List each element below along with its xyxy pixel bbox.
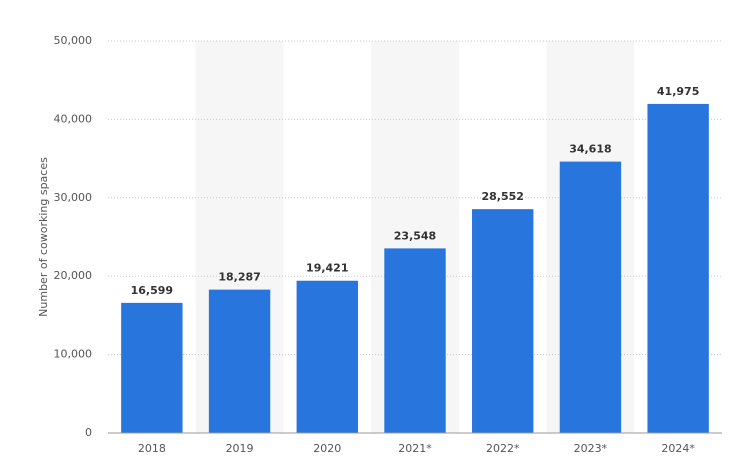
value-label: 28,552 bbox=[481, 190, 523, 203]
x-tick-label: 2019 bbox=[226, 442, 254, 455]
x-tick-label: 2023* bbox=[574, 442, 608, 455]
x-tick-label: 2021* bbox=[398, 442, 432, 455]
y-tick-label: 30,000 bbox=[54, 191, 93, 204]
y-axis-label: Number of coworking spaces bbox=[37, 157, 50, 317]
bar bbox=[559, 161, 622, 433]
x-tick-label: 2022* bbox=[486, 442, 520, 455]
value-label: 23,548 bbox=[394, 229, 436, 242]
bar bbox=[647, 103, 709, 433]
value-label: 18,287 bbox=[218, 271, 260, 284]
value-label: 19,421 bbox=[306, 262, 348, 275]
y-tick-label: 40,000 bbox=[54, 112, 93, 125]
x-tick-label: 2020 bbox=[313, 442, 341, 455]
x-tick-label: 2024* bbox=[661, 442, 695, 455]
bar bbox=[121, 302, 183, 433]
value-label: 16,599 bbox=[131, 284, 173, 297]
value-label: 41,975 bbox=[657, 85, 699, 98]
y-tick-label: 0 bbox=[85, 426, 92, 439]
x-tick-label: 2018 bbox=[138, 442, 166, 455]
value-label: 34,618 bbox=[569, 143, 611, 156]
y-tick-label: 50,000 bbox=[54, 34, 93, 47]
bar bbox=[384, 248, 446, 433]
bar bbox=[208, 289, 271, 433]
bar bbox=[296, 280, 358, 433]
y-tick-label: 10,000 bbox=[54, 348, 93, 361]
y-tick-label: 20,000 bbox=[54, 269, 93, 282]
bar bbox=[472, 209, 534, 433]
